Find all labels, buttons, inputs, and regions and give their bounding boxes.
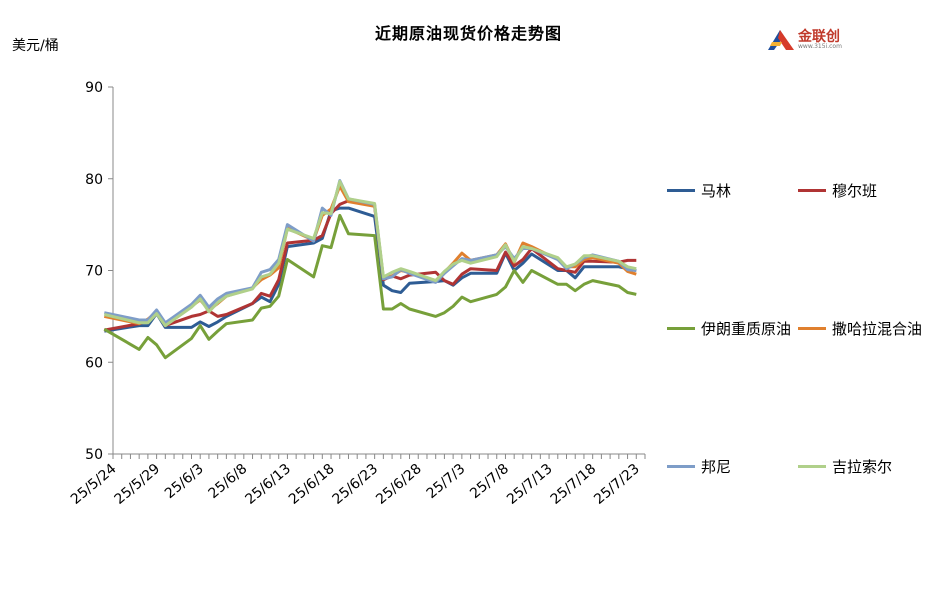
jinlianchuang-logo: 金联创 www.315i.com <box>766 26 856 52</box>
legend-label: 吉拉索尔 <box>832 457 893 476</box>
y-axis-unit-label: 美元/桶 <box>12 38 59 54</box>
legend-swatch <box>798 464 826 468</box>
y-tick-label: 50 <box>85 447 103 463</box>
legend-item: 吉拉索尔 <box>798 456 892 476</box>
legend-swatch <box>667 326 695 330</box>
x-tick-label: 25/7/23 <box>591 461 643 508</box>
series-line-吉拉索尔 <box>103 180 637 328</box>
legend-item: 伊朗重质原油 <box>667 318 791 338</box>
x-tick-label: 25/5/24 <box>68 461 120 508</box>
series-line-马林 <box>104 206 637 333</box>
legend-label: 撒哈拉混合油 <box>832 319 923 338</box>
legend-label: 邦尼 <box>701 457 732 476</box>
legend-swatch <box>798 188 826 192</box>
x-tick-label: 25/6/28 <box>373 461 425 508</box>
legend-label: 马林 <box>701 181 732 200</box>
series-line-伊朗重质原油 <box>103 213 637 360</box>
legend-item: 邦尼 <box>667 456 731 476</box>
y-tick-label: 80 <box>85 172 103 188</box>
x-tick-label: 25/5/29 <box>112 461 164 508</box>
legend-label: 伊朗重质原油 <box>701 319 792 338</box>
y-tick-label: 60 <box>85 355 103 371</box>
legend-swatch <box>667 188 695 192</box>
x-tick-label: 25/6/18 <box>286 461 338 508</box>
chart-title: 近期原油现货价格走势图 <box>374 24 562 43</box>
y-tick-label: 70 <box>85 264 103 280</box>
legend-item: 马林 <box>667 180 731 200</box>
logo-subtext: www.315i.com <box>798 43 842 50</box>
legend-item: 撒哈拉混合油 <box>798 318 922 338</box>
x-tick-label: 25/6/13 <box>242 461 294 508</box>
x-tick-label: 25/7/18 <box>548 461 600 508</box>
legend-swatch <box>667 464 695 468</box>
x-tick-label: 25/6/3 <box>162 461 207 502</box>
legend-label: 穆尔班 <box>832 181 878 200</box>
logo-mark-icon <box>768 30 794 50</box>
x-tick-label: 25/7/13 <box>504 461 556 508</box>
logo-text: 金联创 <box>798 29 840 45</box>
x-tick-label: 25/7/3 <box>424 461 469 502</box>
x-tick-label: 25/6/23 <box>330 461 382 508</box>
legend-swatch <box>798 326 826 330</box>
legend-item: 穆尔班 <box>798 180 877 200</box>
y-tick-label: 90 <box>85 80 103 96</box>
